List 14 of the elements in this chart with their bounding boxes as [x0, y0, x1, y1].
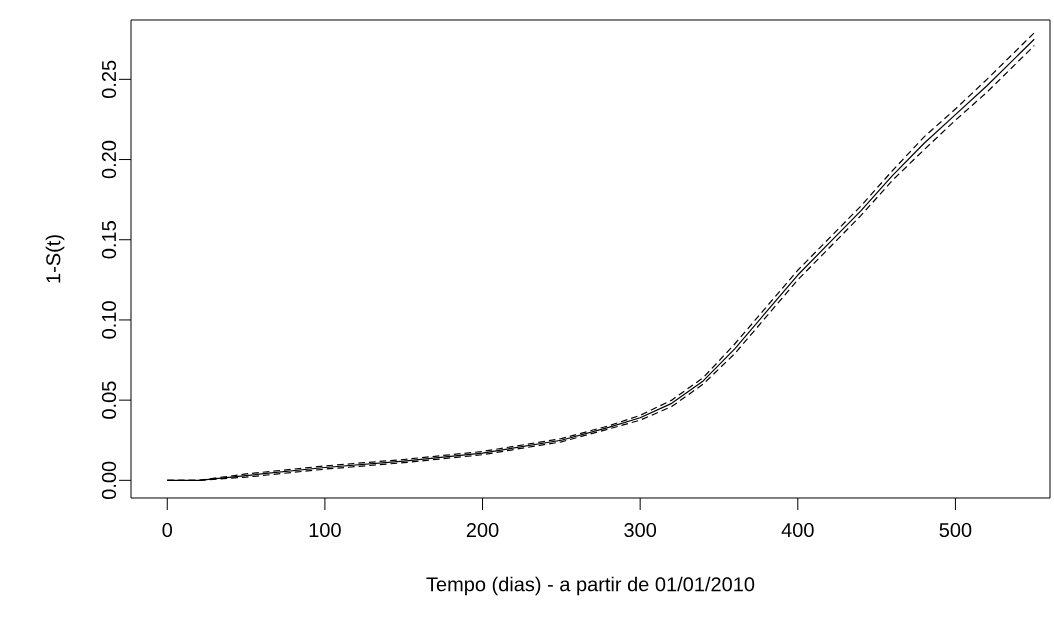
y-tick-label: 0.05: [101, 381, 117, 419]
x-tick-label: 0: [162, 522, 173, 538]
y-tick-label: 0.00: [101, 461, 117, 500]
y-tick-label: 0.25: [101, 60, 117, 99]
y-tick-label: 0.20: [101, 140, 117, 179]
x-tick-label: 300: [624, 522, 657, 538]
x-tick-label: 100: [309, 522, 341, 538]
x-axis-title: Tempo (dias) - a partir de 01/01/2010: [426, 576, 755, 596]
y-tick-label: 0.15: [101, 221, 117, 259]
x-tick-label: 400: [781, 522, 814, 538]
x-tick-label: 200: [466, 522, 499, 538]
x-tick-label: 500: [939, 522, 972, 538]
y-axis-title: 1-S(t): [45, 235, 65, 283]
y-tick-label: 0.10: [101, 301, 117, 339]
